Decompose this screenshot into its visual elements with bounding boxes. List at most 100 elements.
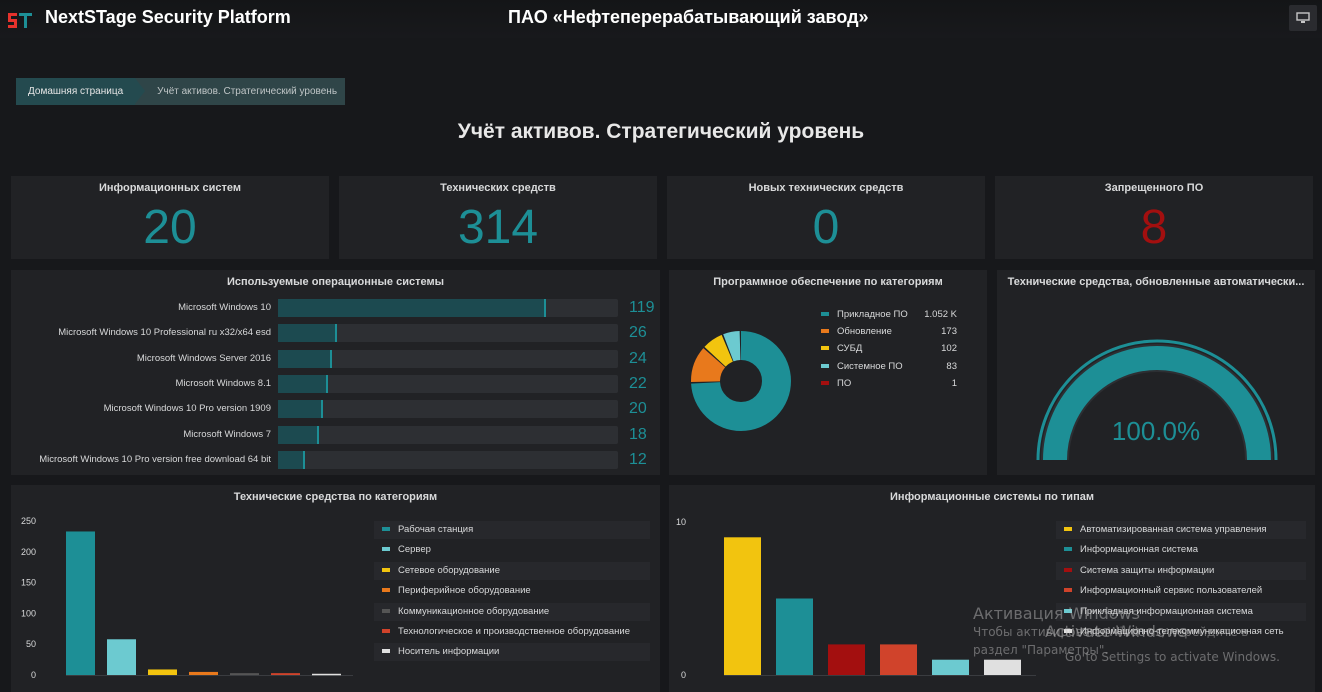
legend-swatch — [821, 363, 829, 368]
legend-label: Автоматизированная система управления — [1080, 524, 1267, 535]
donut-slice[interactable] — [691, 331, 791, 431]
donut-slice[interactable] — [691, 331, 791, 431]
legend-item[interactable]: Рабочая станция — [374, 521, 650, 539]
legend-label: СУБД — [837, 343, 863, 355]
legend-label: Информационно-телекоммуникационная сеть — [1080, 626, 1284, 637]
legend-label: Коммуникационное оборудование — [398, 605, 550, 617]
legend-item[interactable]: Сетевое оборудование — [374, 561, 650, 580]
y-tick-label: 150 — [21, 578, 36, 588]
legend-item[interactable]: СУБД 102 — [813, 340, 963, 357]
legend-label: Системное ПО — [837, 360, 903, 372]
legend-label: Информационная система — [1080, 544, 1199, 556]
legend-label: Система защиты информации — [1080, 564, 1215, 576]
tech-category-panel[interactable]: Технические средства по категориям 0 50 10… — [11, 485, 660, 692]
os-bar-fill — [278, 349, 333, 368]
legend-swatch — [382, 547, 390, 552]
os-label: Microsoft Windows 10 Professional ru x32… — [58, 327, 271, 339]
software-donut-chart — [691, 331, 791, 431]
bar[interactable] — [828, 644, 865, 675]
software-panel[interactable]: Программное обеспечение по категориям Пр… — [669, 270, 987, 475]
legend-swatch — [382, 649, 390, 654]
legend-swatch — [1064, 588, 1072, 593]
y-tick-label: 0 — [681, 670, 686, 680]
os-row[interactable]: Microsoft Windows 7 18 — [11, 425, 671, 446]
y-tick-label: 0 — [31, 670, 36, 680]
os-row[interactable]: Microsoft Windows Server 2016 24 — [11, 349, 671, 370]
bar[interactable] — [148, 669, 177, 675]
os-bar-fill — [278, 374, 328, 393]
legend-swatch — [821, 380, 829, 385]
bar[interactable] — [312, 673, 341, 676]
legend-item[interactable]: Информационно-телекоммуникационная сеть — [1056, 623, 1306, 641]
legend-item[interactable]: Носитель информации — [374, 643, 650, 662]
legend-label: Обновление — [837, 326, 892, 338]
legend-swatch — [382, 608, 390, 613]
os-value: 20 — [629, 400, 647, 418]
legend-swatch — [1064, 608, 1072, 613]
bar[interactable] — [724, 537, 761, 675]
legend-item[interactable]: Информационная система — [1056, 541, 1306, 559]
legend-item[interactable]: Системное ПО 83 — [813, 358, 963, 375]
windows-activation-overlay: Activate Windows — [1045, 622, 1187, 641]
bar[interactable] — [107, 639, 136, 675]
legend-label: Сетевое оборудование — [398, 564, 501, 576]
panel-title: Используемые операционные системы — [226, 276, 444, 288]
stat-label: Информационных систем — [98, 182, 242, 194]
legend-item[interactable]: Периферийное оборудование — [374, 582, 650, 600]
bar[interactable] — [230, 673, 259, 675]
gauge-chart — [1036, 339, 1278, 461]
os-bar-track — [278, 349, 618, 368]
legend-item[interactable]: Коммуникационное оборудование — [374, 602, 650, 621]
legend-label: Рабочая станция — [398, 524, 474, 535]
windows-activation-overlay-line: Go to Settings to activate Windows. — [1065, 648, 1280, 666]
stat-panel-technical-assets[interactable]: Технических средств 314 — [339, 176, 657, 259]
legend-value: 102 — [941, 343, 957, 355]
os-panel[interactable]: Используемые операционные системы Micros… — [11, 270, 660, 475]
legend-item[interactable]: Информационный сервис пользователей — [1056, 582, 1306, 600]
legend-item[interactable]: Прикладная информационная система — [1056, 602, 1306, 621]
legend-item[interactable]: Прикладное ПО 1.052 K — [813, 306, 963, 323]
legend-item[interactable]: Автоматизированная система управления — [1056, 521, 1306, 539]
monitor-button[interactable] — [1289, 5, 1317, 31]
os-row[interactable]: Microsoft Windows 10 Pro version 1909 20 — [11, 400, 671, 420]
bar[interactable] — [984, 659, 1021, 675]
os-label: Microsoft Windows Server 2016 — [136, 352, 271, 364]
os-label: Microsoft Windows 8.1 — [175, 377, 271, 389]
stat-panel-information-systems[interactable]: Информационных систем 20 — [11, 176, 329, 259]
legend-item[interactable]: Технологическое и производственное обору… — [374, 623, 650, 641]
page-title: Учёт активов. Стратегический уровень — [457, 120, 865, 143]
is-type-panel[interactable]: Информационные системы по типам 0 10 Авто… — [669, 485, 1315, 692]
stat-label: Новых технических средств — [748, 182, 904, 194]
os-row[interactable]: Microsoft Windows 10 Professional ru x32… — [11, 324, 671, 344]
legend-swatch — [1064, 547, 1072, 552]
bar[interactable] — [189, 671, 218, 675]
stat-panel-new-technical-assets[interactable]: Новых технических средств 0 — [667, 176, 985, 259]
gauge-panel[interactable]: Технические средства, обновленные автома… — [997, 270, 1315, 475]
stat-value: 20 — [143, 201, 197, 254]
os-row[interactable]: Microsoft Windows 8.1 22 — [11, 374, 671, 395]
bar[interactable] — [880, 644, 917, 675]
bar[interactable] — [776, 598, 813, 676]
nextstage-logo-icon[interactable] — [6, 7, 34, 31]
legend-label: Периферийное оборудование — [398, 585, 531, 597]
os-row[interactable]: Microsoft Windows 10 Pro version free do… — [11, 450, 671, 471]
bar[interactable] — [932, 659, 969, 675]
legend-item[interactable]: ПО 1 — [813, 375, 963, 392]
breadcrumb-home-link[interactable]: Домашняя страница — [16, 78, 146, 105]
legend-item[interactable]: Сервер — [374, 541, 650, 559]
bar[interactable] — [271, 673, 300, 675]
stat-panel-forbidden-software[interactable]: Запрещенного ПО 8 — [995, 176, 1313, 259]
os-row[interactable]: Microsoft Windows 10 119 — [11, 299, 671, 319]
legend-swatch — [821, 312, 829, 316]
os-bar-track — [278, 400, 618, 419]
legend-item[interactable]: Обновление 173 — [813, 323, 963, 340]
legend-swatch — [382, 567, 390, 572]
overlay-title: Activate Windows — [1045, 622, 1188, 641]
bar[interactable] — [66, 531, 95, 675]
legend-item[interactable]: Система защиты информации — [1056, 561, 1306, 580]
legend-label: Технологическое и производственное обору… — [398, 626, 630, 637]
legend-swatch — [382, 629, 390, 633]
y-tick-label: 10 — [676, 517, 686, 527]
gauge-fill — [1043, 346, 1271, 461]
overlay-line: Go to Settings to activate Windows. — [1065, 650, 1280, 664]
